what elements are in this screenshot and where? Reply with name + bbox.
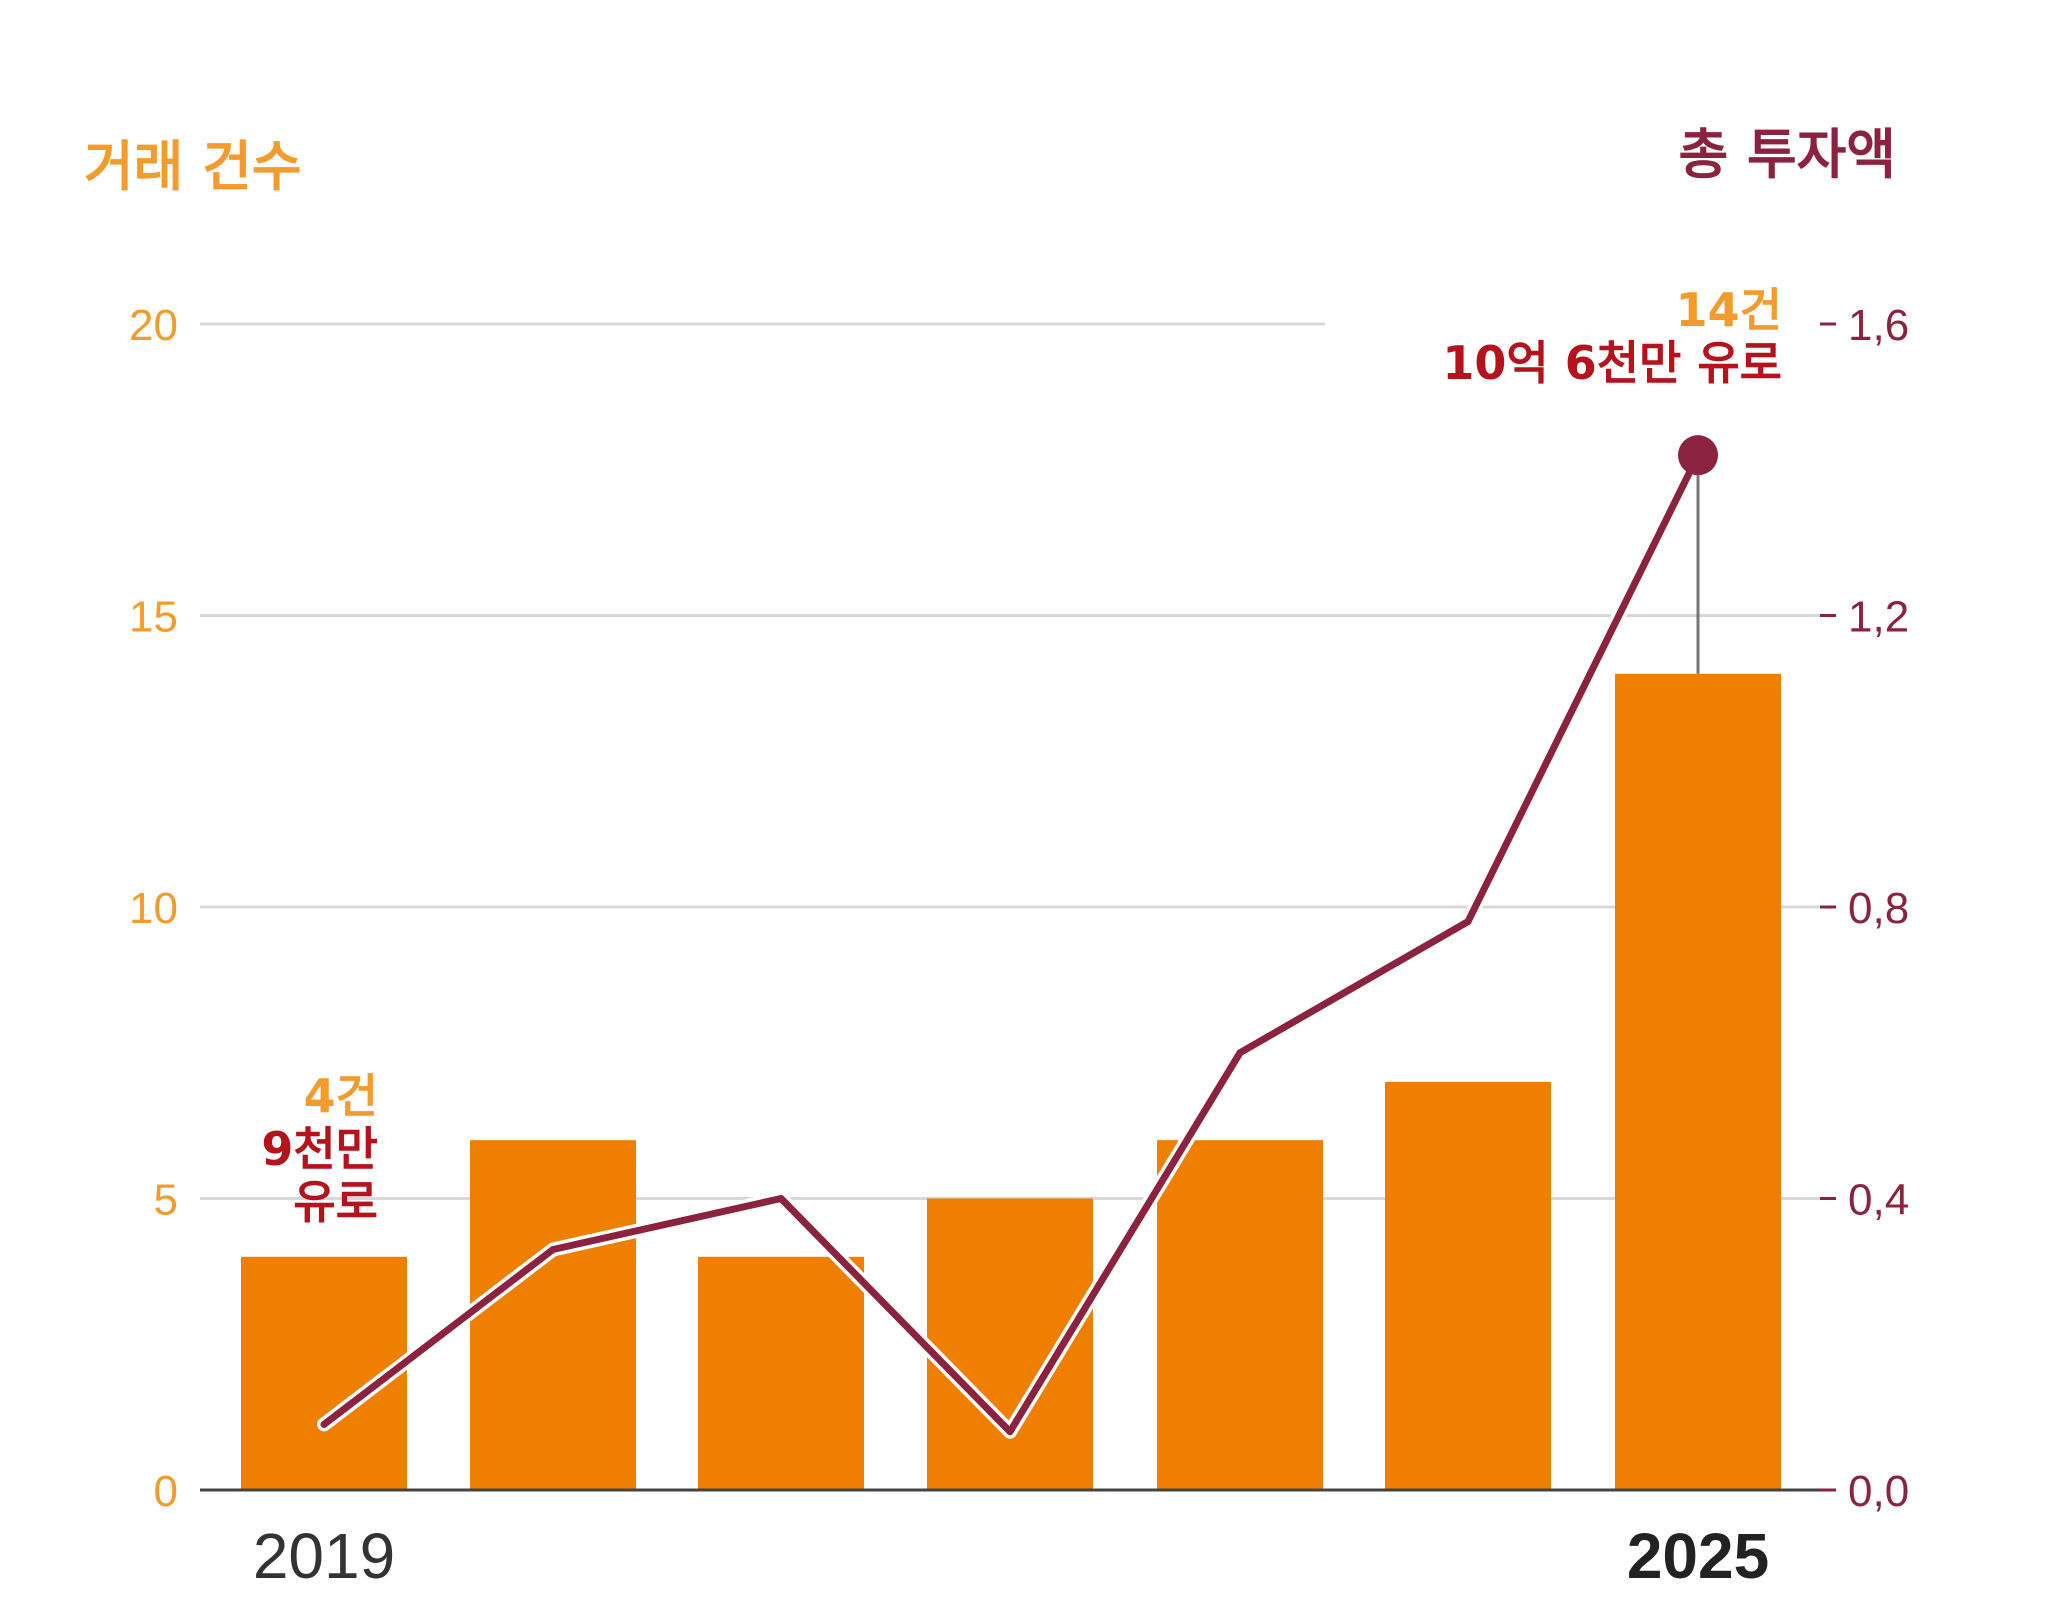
- right-axis-ticks: 0,0 0,4 0,8 1,2 1,6: [1820, 301, 1909, 1516]
- line-point: [1006, 1428, 1014, 1436]
- line-series: [317, 435, 1718, 1439]
- line-point: [320, 1420, 328, 1428]
- right-tick-label: 1,2: [1848, 593, 1909, 642]
- line-point: [1236, 1049, 1244, 1057]
- line-point: [777, 1195, 785, 1202]
- bar-series: [241, 673, 1781, 1490]
- bar: [1157, 1140, 1323, 1490]
- gridlines: [200, 322, 1820, 1200]
- left-axis-ticks: 0 5 10 15 20: [129, 301, 178, 1516]
- annotation-first-amount-line2: 유로: [293, 1174, 378, 1229]
- x-tick-label: 2019: [253, 1520, 395, 1592]
- line-point-highlight: [1678, 435, 1718, 476]
- annotation-first-count: 4건: [303, 1069, 378, 1123]
- bar: [1385, 1081, 1551, 1490]
- left-tick-label: 5: [154, 1176, 178, 1225]
- annotation-first-year: 4건 9천만 유로: [261, 1070, 378, 1229]
- right-tick-label: 0,8: [1848, 884, 1909, 933]
- line-point: [1464, 918, 1472, 926]
- annotation-last-year: 14건 10억 6천만 유로: [1442, 284, 1782, 390]
- x-axis-ticks: 2019 2025: [253, 1520, 1769, 1592]
- bar: [1615, 673, 1781, 1490]
- right-tick-label: 0,4: [1848, 1176, 1909, 1225]
- right-axis-title: 총 투자액: [1678, 123, 1896, 186]
- right-tick-label: 1,6: [1848, 301, 1909, 350]
- right-tick-label: 0,0: [1848, 1467, 1909, 1516]
- annotation-first-amount-line1: 9천만: [261, 1121, 378, 1176]
- left-tick-label: 20: [129, 301, 178, 350]
- x-tick-label: 2025: [1627, 1520, 1769, 1592]
- line-point: [549, 1246, 557, 1254]
- left-tick-label: 0: [154, 1467, 178, 1516]
- bar: [470, 1140, 636, 1490]
- left-tick-label: 10: [129, 884, 178, 933]
- annotation-last-amount: 10억 6천만 유로: [1442, 335, 1782, 390]
- left-axis-title: 거래 건수: [84, 135, 302, 198]
- annotation-last-count: 14건: [1675, 283, 1782, 337]
- bar: [698, 1256, 864, 1490]
- left-tick-label: 15: [129, 593, 178, 642]
